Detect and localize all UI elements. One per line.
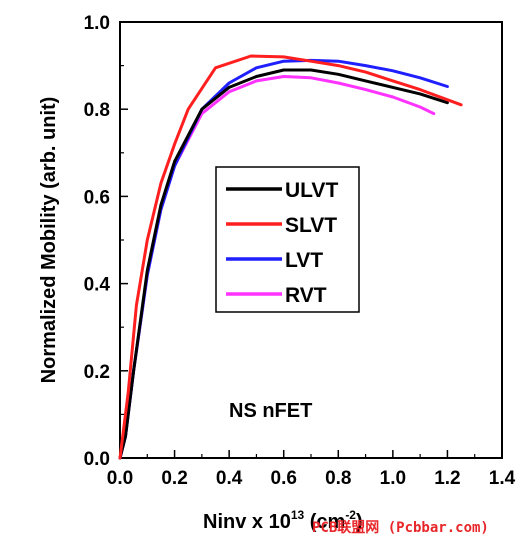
legend-label-lvt: LVT (285, 249, 323, 272)
legend: ULVT SLVT LVT RVT (215, 166, 360, 313)
y-tick-label: 0.6 (84, 187, 110, 208)
x-tick-label: 0.4 (216, 468, 243, 489)
y-tick-label: 0.4 (84, 275, 111, 296)
legend-box (215, 166, 360, 313)
axis-ticks: 0.0 0.2 0.4 0.6 0.8 1.0 1.2 1.4 0.0 0.2 0.4 0.6 0.8 1… (84, 13, 516, 489)
y-tick-label: 0.2 (84, 362, 110, 383)
x-tick-label: 0.6 (271, 468, 297, 489)
y-axis-label: Normalized Mobility (arb. unit) (38, 97, 60, 384)
x-tick-label: 0.8 (325, 468, 351, 489)
series-lines (118, 54, 463, 460)
x-tick-label: 1.4 (489, 468, 516, 489)
x-axis-label-exponent: 13 (291, 508, 305, 522)
x-tick-label: 0.2 (161, 468, 187, 489)
y-tick-label: 1.0 (84, 13, 110, 34)
legend-label-ulvt: ULVT (285, 179, 338, 202)
legend-label-slvt: SLVT (285, 214, 337, 237)
series-line-slvt (118, 54, 463, 460)
annotation-ns-nfet: NS nFET (229, 400, 312, 422)
x-axis-label-base: Ninv x 10 (203, 511, 291, 533)
series-line-ulvt (118, 68, 449, 460)
legend-label-rvt: RVT (285, 284, 327, 307)
y-tick-label: 0.8 (84, 100, 110, 121)
x-tick-label: 1.0 (380, 468, 406, 489)
x-tick-label: 1.2 (434, 468, 460, 489)
watermark: PCB联盟网 (Pcbbar.com) (312, 520, 489, 536)
y-tick-label: 0.0 (84, 449, 110, 470)
x-tick-label: 0.0 (107, 468, 133, 489)
x-axis-label-unit: (cm (304, 511, 345, 533)
x-axis-label: Ninv x 1013 (cm-2) (203, 508, 363, 533)
x-axis-label-unit-exponent: -2 (345, 508, 356, 522)
x-axis-label-close: ) (356, 511, 363, 533)
